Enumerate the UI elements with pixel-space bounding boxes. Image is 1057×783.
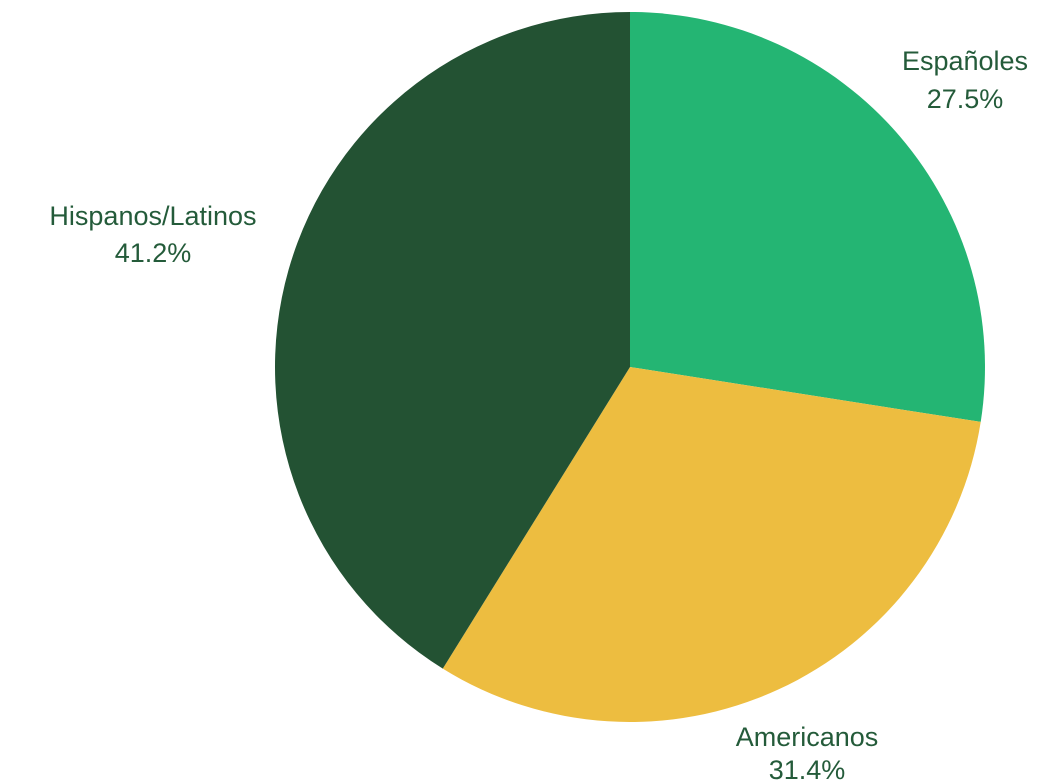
slice-label-group-americanos: Americanos 31.4% — [736, 722, 879, 783]
pie-slice-americanos — [442, 367, 981, 722]
slice-percent-espanoles: 27.5% — [927, 84, 1004, 114]
slice-label-group-hispanos-latinos: Hispanos/Latinos 41.2% — [49, 201, 256, 268]
pie-slices — [274, 12, 985, 722]
pie-slice-hispanos-latinos — [274, 12, 630, 669]
slice-percent-hispanos-latinos: 41.2% — [115, 238, 192, 268]
slice-percent-americanos: 31.4% — [769, 755, 846, 783]
slice-label-group-espanoles: Españoles 27.5% — [902, 46, 1028, 114]
slice-name-hispanos-latinos: Hispanos/Latinos — [49, 201, 256, 231]
pie-slice-espanoles — [630, 12, 985, 422]
slice-name-americanos: Americanos — [736, 722, 879, 752]
slice-name-espanoles: Españoles — [902, 46, 1028, 76]
